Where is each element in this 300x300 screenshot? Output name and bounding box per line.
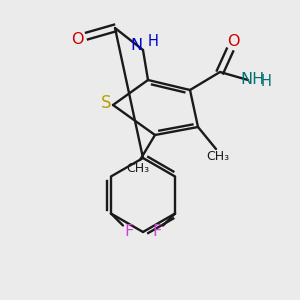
Text: F: F bbox=[124, 224, 134, 239]
Text: NH: NH bbox=[240, 73, 264, 88]
Text: O: O bbox=[227, 34, 239, 50]
Text: F: F bbox=[152, 224, 162, 239]
Text: CH₃: CH₃ bbox=[206, 151, 230, 164]
Text: O: O bbox=[71, 32, 83, 47]
Text: H: H bbox=[261, 74, 272, 89]
Text: CH₃: CH₃ bbox=[126, 161, 150, 175]
Text: H: H bbox=[148, 34, 158, 50]
Text: S: S bbox=[101, 94, 111, 112]
Text: N: N bbox=[130, 38, 142, 53]
